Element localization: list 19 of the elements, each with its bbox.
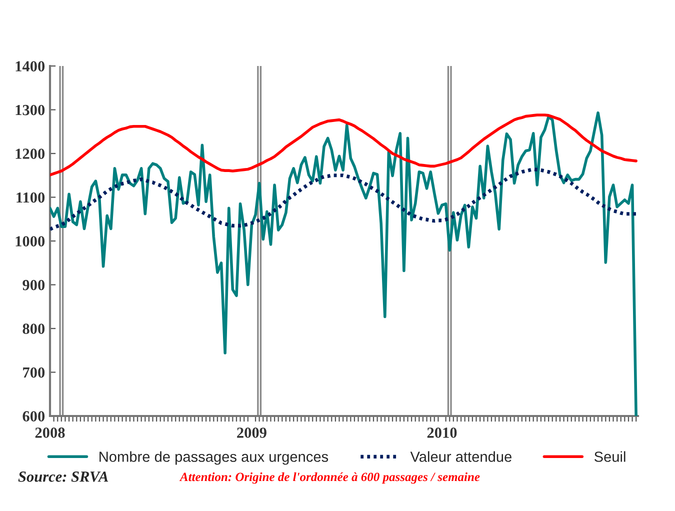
source-note: Source: SRVA bbox=[18, 472, 108, 482]
x-tick-label: 2010 bbox=[427, 428, 457, 438]
y-tick-label: 1000 bbox=[16, 236, 45, 246]
y-tick-label: 700 bbox=[23, 367, 45, 378]
x-tick-label: 2009 bbox=[237, 428, 266, 438]
y-tick-label: 1100 bbox=[16, 192, 45, 203]
line-series bbox=[50, 114, 638, 176]
y-tick-label: 1200 bbox=[16, 148, 45, 159]
line-series bbox=[50, 167, 638, 231]
y-tick-label: 900 bbox=[22, 280, 45, 290]
y-tick-label: 1300 bbox=[16, 104, 45, 116]
y-tick-label: 600 bbox=[22, 411, 45, 422]
y-tick-label: 800 bbox=[22, 324, 45, 334]
x-tick-label: 2008 bbox=[35, 428, 65, 438]
legend-label: Nombre de passages aux urgences bbox=[100, 451, 328, 465]
text: Attention: Origine de l'ordonnée à 600 passages / semaine bbox=[179, 472, 480, 484]
legend-label: Seuil bbox=[594, 451, 626, 462]
legend-label: Valeur attendue bbox=[410, 451, 512, 462]
y-tick-label: 1400 bbox=[16, 61, 45, 72]
